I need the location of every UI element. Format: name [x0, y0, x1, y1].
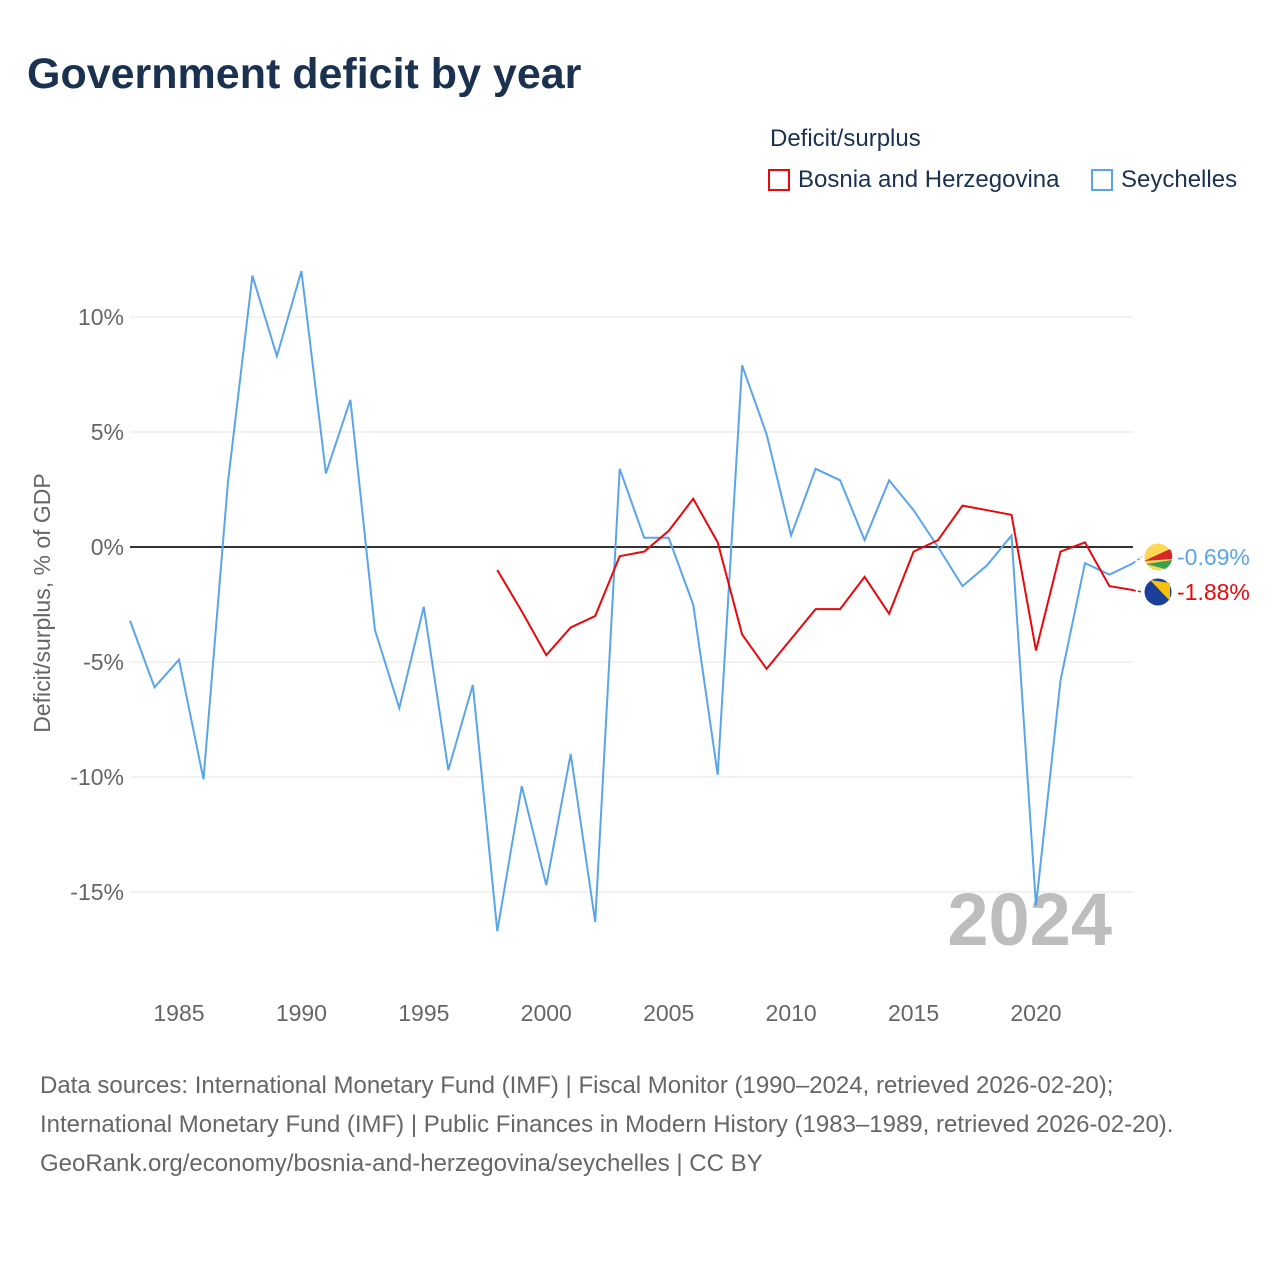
x-tick-label: 2010 — [766, 1000, 817, 1026]
legend-label: Seychelles — [1121, 166, 1238, 193]
line-chart: 10% 5% 0% -5% -10% -15% 1985 1990 1995 2000 2005 20… — [29, 270, 1250, 1026]
data-sources: Data sources: International Monetary Fun… — [40, 1072, 1174, 1138]
year-watermark: 2024 — [947, 878, 1112, 961]
x-tick-label: 1995 — [398, 1000, 449, 1026]
legend-item-bosnia[interactable]: Bosnia and Herzegovina — [768, 166, 1060, 194]
y-tick-label: -15% — [70, 879, 124, 905]
y-tick-label: 5% — [91, 419, 124, 445]
x-tick-label: 2000 — [521, 1000, 572, 1026]
flag-stripe — [1144, 549, 1173, 561]
y-tick-label: -10% — [70, 764, 124, 790]
flag-triangle — [1150, 580, 1170, 601]
legend-label: Bosnia and Herzegovina — [798, 166, 1060, 193]
series-line-seychelles — [129, 270, 1135, 932]
y-tick-label: -5% — [83, 649, 124, 675]
x-tick-label: 1985 — [153, 1000, 204, 1026]
x-tick-label: 2005 — [643, 1000, 694, 1026]
legend-swatch — [768, 169, 790, 191]
legend-swatch — [1091, 169, 1113, 191]
x-tick-label: 1990 — [276, 1000, 327, 1026]
page-title: Government deficit by year — [27, 50, 582, 98]
leader-line — [1132, 589, 1143, 593]
series-line-bosnia-and-herzegovina — [496, 496, 1135, 671]
y-axis-label: Deficit/surplus, % of GDP — [29, 473, 55, 732]
y-tick-label: 10% — [78, 304, 124, 330]
end-value-label: -1.88% — [1177, 579, 1250, 605]
leader-line — [1132, 556, 1143, 564]
x-tick-label: 2015 — [888, 1000, 939, 1026]
legend-title: Deficit/surplus — [770, 125, 921, 152]
end-value-label: -0.69% — [1177, 544, 1250, 570]
sources: Data sources: International Monetary Fun… — [40, 1066, 1240, 1183]
x-tick-label: 2020 — [1010, 1000, 1061, 1026]
legend-item-seychelles[interactable]: Seychelles — [1091, 166, 1237, 194]
y-tick-label: 0% — [91, 534, 124, 560]
source-link[interactable]: GeoRank.org/economy/bosnia-and-herzegovi… — [40, 1150, 763, 1177]
flag-stripe — [1146, 560, 1172, 569]
